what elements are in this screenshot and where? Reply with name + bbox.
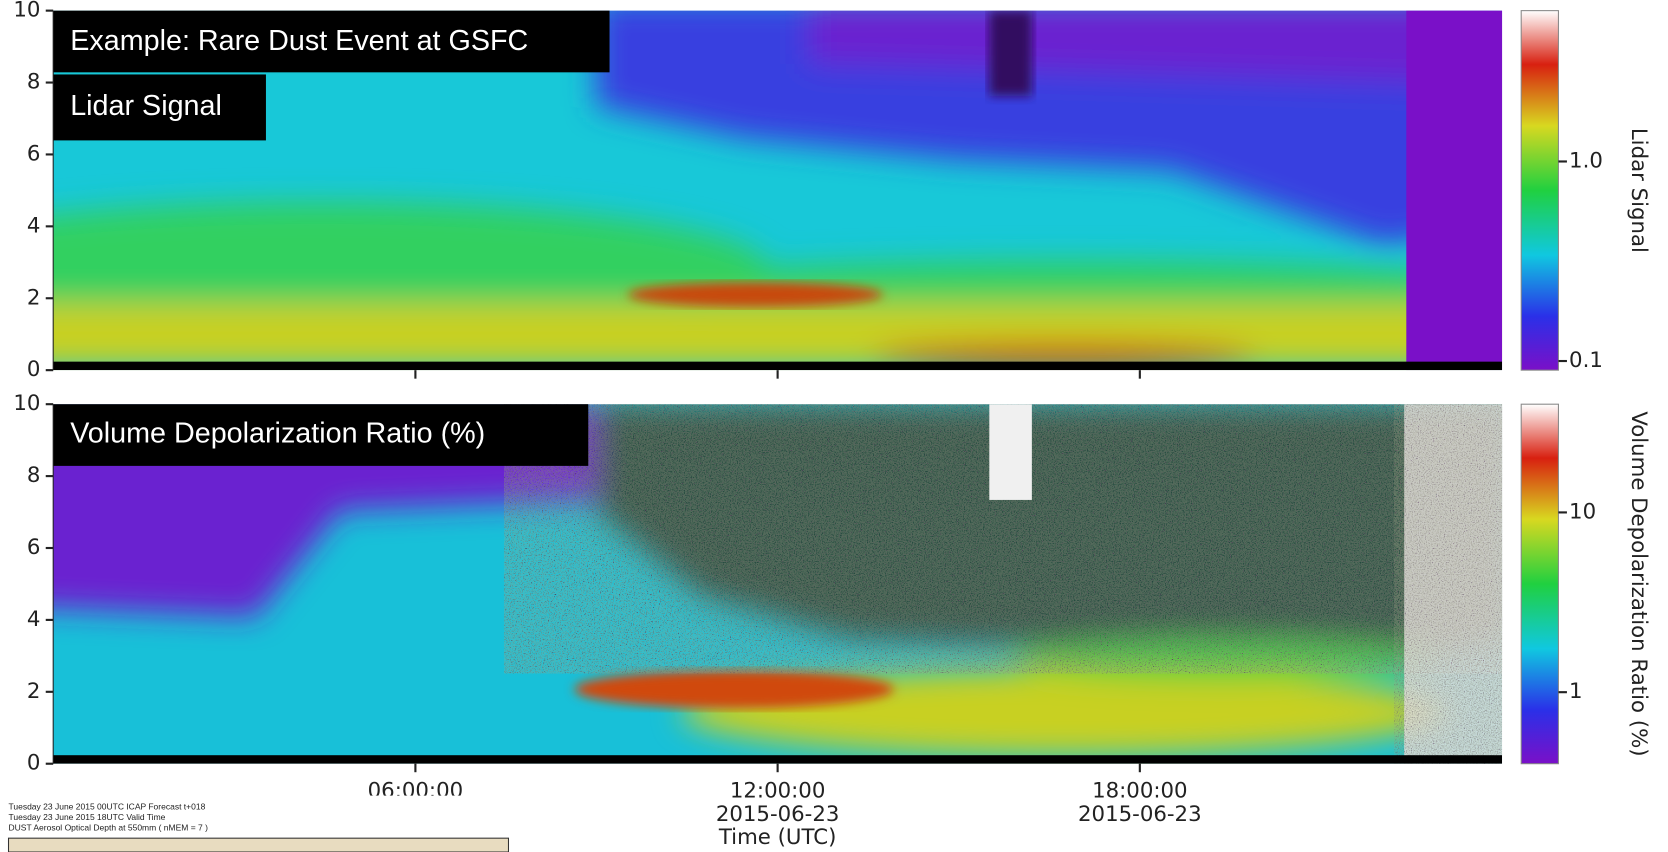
lidar-field — [53, 10, 1503, 371]
colorbar-tick-label: 0.1 — [1569, 348, 1603, 373]
title-box — [53, 10, 610, 73]
colorbar-tick-label: 1 — [1569, 679, 1583, 704]
colorbar-tick-label: 10 — [1569, 499, 1596, 524]
x-tick-label: 18:00:00 — [1092, 778, 1188, 803]
x-tick-date: 2015-06-23 — [716, 802, 840, 827]
footer-line: DUST Aerosol Optical Depth at 550mm ( nM… — [9, 823, 209, 833]
footer-line: Tuesday 23 June 2015 00UTC ICAP Forecast… — [9, 801, 206, 811]
y-tick-label: 2 — [27, 285, 41, 310]
colorbar-label: Volume Depolarization Ratio (%) — [1626, 411, 1651, 756]
y-tick-label: 8 — [27, 70, 41, 95]
chart-title: Example: Rare Dust Event at GSFC — [70, 25, 528, 57]
y-tick-label: 10 — [13, 0, 40, 23]
y-tick-label: 0 — [27, 357, 41, 382]
y-tick-label: 6 — [27, 535, 41, 560]
title-box — [53, 74, 266, 141]
x-tick-label: 12:00:00 — [730, 778, 826, 803]
y-tick-label: 6 — [27, 141, 41, 166]
y-tick-label: 4 — [27, 213, 41, 238]
title-box — [53, 404, 589, 466]
forecast-map-inset: Tuesday 23 June 2015 00UTC ICAP Forecast… — [0, 795, 522, 852]
axes: 0 2 4 6 8 10 0.1 1.0 Lidar Signal 0 2 4 6 8 10 1 10 Volum… — [13, 0, 1651, 850]
colorbar — [1520, 403, 1559, 765]
y-tick-label: 8 — [27, 463, 41, 488]
y-tick-label: 2 — [27, 679, 41, 704]
x-axis-label: Time (UTC) — [718, 825, 837, 850]
x-tick-date: 2015-06-23 — [1078, 802, 1202, 827]
chart-subtitle: Lidar Signal — [70, 90, 222, 122]
y-tick-label: 0 — [27, 751, 41, 776]
colorbar-tick-label: 1.0 — [1569, 148, 1603, 173]
y-tick-label: 10 — [13, 391, 40, 416]
colorbar-label: Lidar Signal — [1626, 128, 1651, 253]
footer-line: Tuesday 23 June 2015 18UTC Valid Time — [9, 812, 166, 822]
chart-title: Volume Depolarization Ratio (%) — [70, 418, 485, 450]
colorbar — [1520, 10, 1559, 371]
depolarization-field — [53, 404, 1503, 764]
y-tick-label: 4 — [27, 607, 41, 632]
